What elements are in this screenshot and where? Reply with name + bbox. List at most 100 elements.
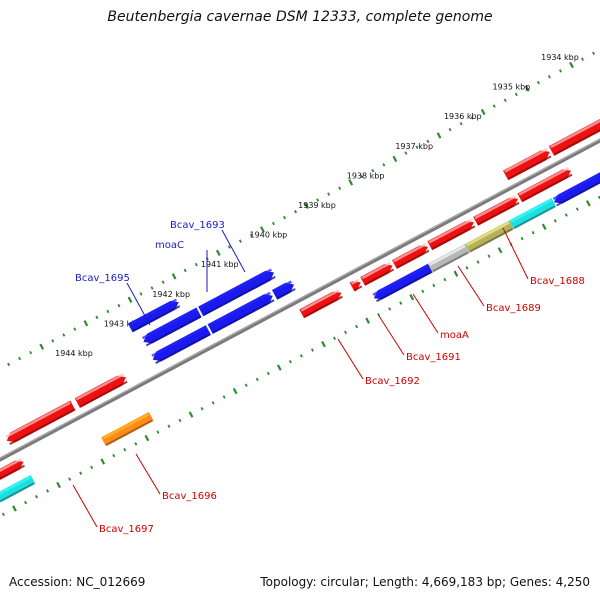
scale-tick — [432, 283, 436, 288]
scale-tick — [194, 262, 198, 267]
leader-line-Bcav_1688 — [502, 227, 529, 280]
scale-tick — [183, 268, 187, 273]
gene-red-bottom-5-highlight — [518, 167, 570, 196]
gene-label-Bcav_1697: Bcav_1697 — [99, 524, 154, 535]
gene-blue-top-row3-highlight — [129, 298, 177, 326]
gene-Bcav_1693-shadow — [203, 276, 276, 316]
gene-Bcav_1695-highlight — [151, 326, 207, 357]
scale-tick — [558, 69, 562, 73]
gene-blue-bottom-edge — [552, 172, 600, 207]
scale-tick — [222, 395, 226, 399]
kbp-label: 1942 kbp — [152, 290, 190, 299]
gene-blue-top-2 — [207, 291, 275, 334]
gene-Bcav_1691 — [372, 263, 433, 303]
gene-blue-top-row3 — [127, 298, 181, 333]
scale-tick — [95, 315, 99, 320]
scale-tick — [338, 186, 342, 191]
kbp-label: 1935 kbp — [493, 83, 531, 92]
scale-tick — [294, 210, 298, 214]
kbp-label: 1936 kbp — [444, 112, 482, 121]
gene-red-bottom-5-body — [517, 169, 571, 203]
scale-tick — [421, 289, 425, 294]
leader-line-Bcav_1696 — [135, 453, 161, 495]
gene-red-top-3 — [5, 400, 76, 445]
scale-tick — [288, 360, 292, 364]
gene-blue-top-3-shadow — [277, 288, 296, 300]
gene-blue-top-3 — [272, 280, 296, 300]
scale-tick — [388, 307, 392, 311]
gene-red-top-1-shadow — [508, 155, 552, 180]
gene-Bcav_1688-highlight — [510, 198, 553, 223]
scale-tick — [365, 317, 371, 324]
gene-label-Bcav_1688: Bcav_1688 — [530, 276, 585, 287]
scale-tick — [487, 254, 491, 258]
scale-tick — [238, 239, 242, 243]
scale-tick — [327, 192, 331, 196]
scale-tick — [382, 163, 386, 167]
scale-tick — [531, 230, 535, 235]
scale-tick — [377, 313, 381, 317]
scale-tick — [276, 364, 282, 371]
genome-backbone-highlight — [0, 138, 600, 459]
scale-tick — [56, 481, 61, 489]
scale-tick — [541, 223, 547, 230]
gene-red-bottom-1-body — [360, 264, 393, 286]
gene-red-bottom-2-body — [392, 245, 428, 269]
scale-tick — [304, 202, 309, 210]
scale-tick — [106, 309, 110, 314]
scale-ticks-top — [7, 51, 596, 367]
gene-red-bottom-3-highlight — [428, 218, 472, 244]
gene-red-bottom-2-highlight — [393, 243, 427, 263]
gene-label-Bcav_1696: Bcav_1696 — [162, 491, 217, 502]
gene-blue-top-3-body — [272, 282, 294, 300]
gene-moaC — [141, 307, 202, 347]
gene-red-bottom-5 — [517, 167, 573, 203]
gene-moaC-shadow — [145, 315, 201, 347]
scale-tick — [127, 296, 133, 303]
scale-tick — [299, 354, 303, 358]
scale-tick — [23, 500, 27, 505]
gene-red-bottom-4-body — [473, 197, 518, 226]
gene-red-bottom-5-shadow — [522, 173, 573, 202]
scale-tick — [581, 57, 585, 61]
scale-tick — [260, 226, 265, 233]
scale-tick — [90, 465, 94, 470]
scale-tick — [360, 174, 364, 179]
gene-red-small-shadow — [354, 285, 363, 291]
gene-Bcav_1697-shadow — [0, 464, 25, 480]
scale-tick — [178, 418, 182, 423]
gene-label-Bcav_1692: Bcav_1692 — [365, 376, 420, 387]
kbp-label: 1934 kbp — [541, 53, 579, 62]
gene-red-top-3-shadow — [9, 409, 75, 445]
scale-tick — [18, 356, 22, 361]
gene-Bcav_1689-shadow — [469, 228, 513, 253]
scale-tick — [553, 219, 557, 223]
scale-tick — [592, 51, 596, 56]
gene-red-small-highlight — [350, 278, 359, 285]
gene-Bcav_1696-body — [101, 412, 154, 447]
scale-tick — [83, 320, 89, 327]
scale-tick — [227, 245, 231, 249]
scale-tick — [392, 155, 398, 163]
scale-tick — [453, 270, 459, 277]
gene-Bcav_1688-body — [509, 198, 557, 230]
scale-tick — [134, 442, 138, 446]
scale-tick — [167, 424, 171, 429]
kbp-label: 1943 kbp — [104, 319, 142, 328]
gene-blue-top-row3-body — [127, 301, 179, 333]
gene-red-top-3-highlight — [5, 401, 71, 438]
scale-tick — [348, 179, 354, 186]
gene-blue-top-2-body — [207, 294, 273, 334]
gene-label-moaC: moaC — [155, 240, 184, 251]
scale-tick — [139, 292, 143, 296]
gene-Bcav_1688 — [509, 198, 557, 230]
kbp-labels: 1934 kbp 1935 kbp 1936 kbp 1937 kbp 1938 kbp… — [55, 53, 579, 358]
scale-tick — [249, 233, 253, 237]
scale-tick — [171, 273, 177, 280]
leader-line-Bcav_1689 — [457, 265, 485, 307]
scale-tick — [79, 471, 83, 475]
scale-tick — [156, 430, 160, 434]
gene-Bcav_1692-highlight — [300, 289, 340, 312]
accession-text: Accession: NC_012669 — [9, 575, 146, 589]
